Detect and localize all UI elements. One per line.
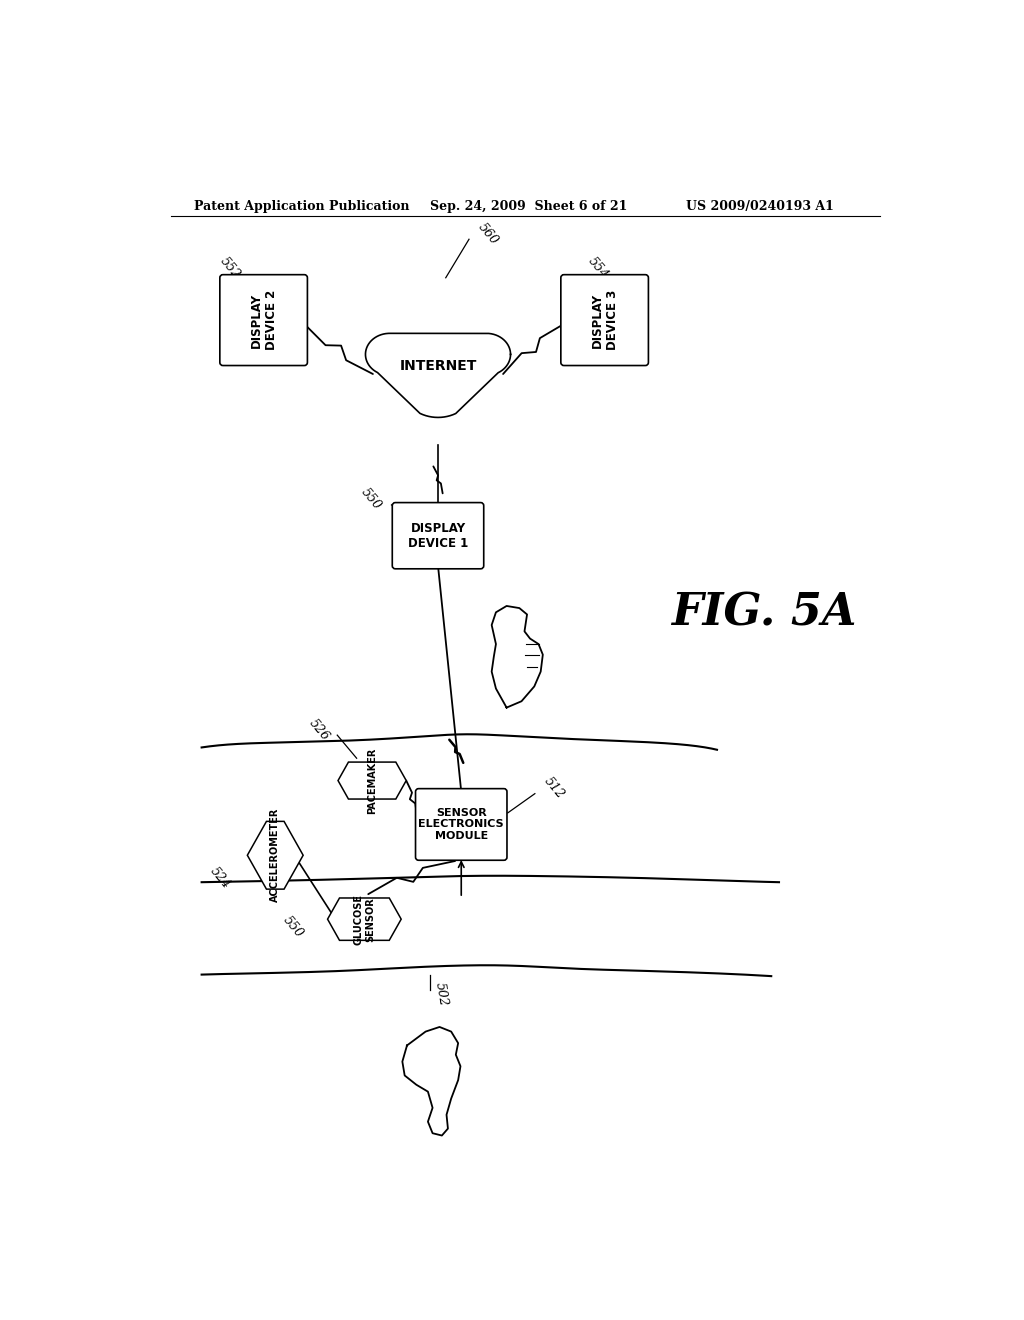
Text: 526: 526 [306, 717, 332, 743]
Text: ACCELEROMETER: ACCELEROMETER [270, 808, 281, 903]
Text: 560: 560 [475, 220, 501, 247]
Text: Sep. 24, 2009  Sheet 6 of 21: Sep. 24, 2009 Sheet 6 of 21 [430, 199, 628, 213]
Polygon shape [492, 606, 543, 708]
FancyBboxPatch shape [561, 275, 648, 366]
FancyBboxPatch shape [220, 275, 307, 366]
Text: 554: 554 [586, 255, 610, 281]
Text: DISPLAY
DEVICE 1: DISPLAY DEVICE 1 [408, 521, 468, 549]
Polygon shape [328, 898, 401, 940]
Text: 512: 512 [541, 774, 566, 801]
Text: PACEMAKER: PACEMAKER [368, 747, 377, 813]
Text: FIG. 5A: FIG. 5A [671, 591, 856, 634]
FancyBboxPatch shape [416, 788, 507, 861]
Text: Patent Application Publication: Patent Application Publication [194, 199, 410, 213]
Text: DISPLAY
DEVICE 3: DISPLAY DEVICE 3 [591, 290, 618, 350]
FancyBboxPatch shape [392, 503, 483, 569]
Text: INTERNET: INTERNET [399, 359, 477, 374]
Text: 550: 550 [358, 486, 384, 512]
Polygon shape [366, 334, 511, 417]
Text: 552: 552 [217, 255, 243, 281]
Text: 550: 550 [281, 913, 306, 940]
Text: US 2009/0240193 A1: US 2009/0240193 A1 [686, 199, 834, 213]
Text: DISPLAY
DEVICE 2: DISPLAY DEVICE 2 [250, 290, 278, 350]
Polygon shape [402, 1027, 461, 1135]
Text: 524: 524 [207, 865, 232, 892]
Polygon shape [338, 762, 407, 799]
Text: SENSOR
ELECTRONICS
MODULE: SENSOR ELECTRONICS MODULE [419, 808, 504, 841]
Text: 502: 502 [432, 981, 450, 1007]
Text: GLUCOSE
SENSOR: GLUCOSE SENSOR [353, 894, 375, 945]
Polygon shape [248, 821, 303, 890]
